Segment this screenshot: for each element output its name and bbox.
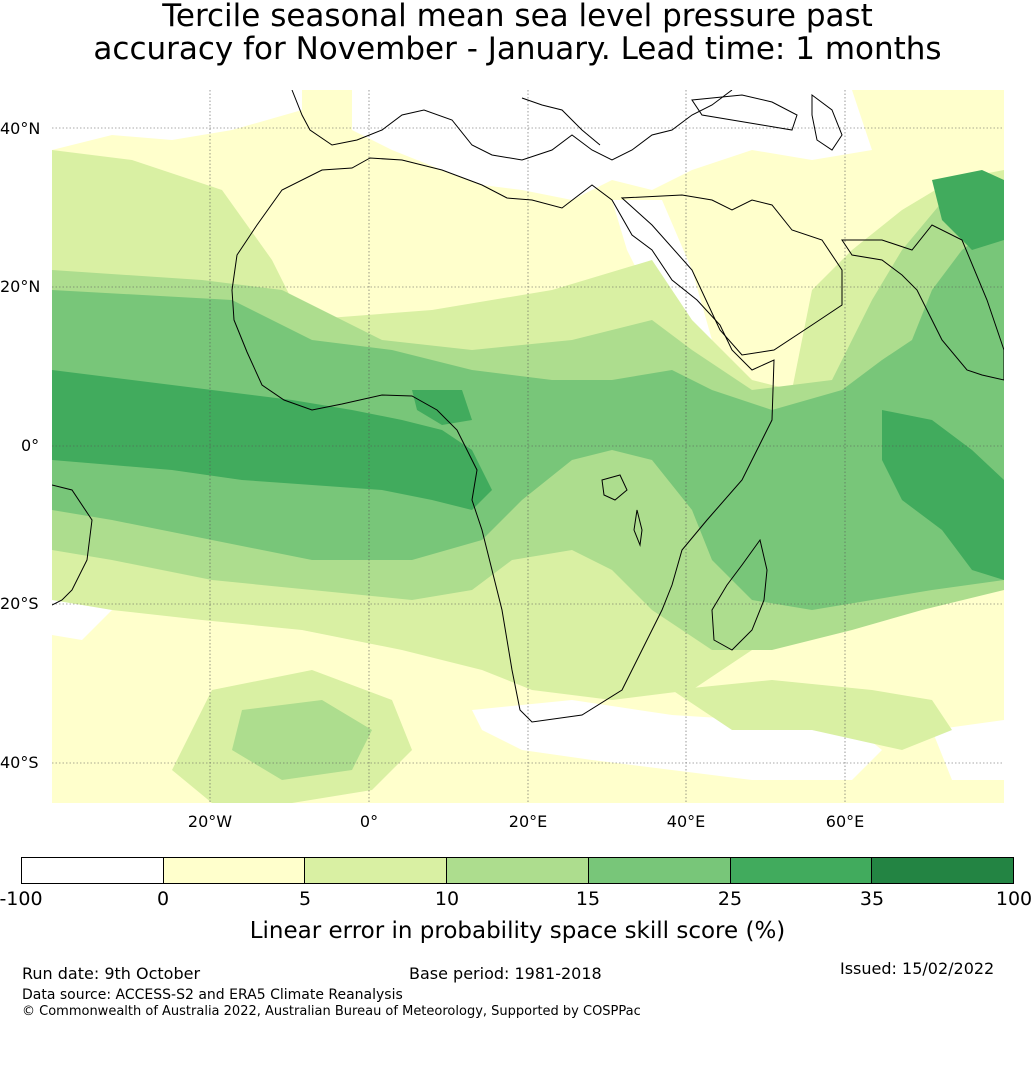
map-title: Tercile seasonal mean sea level pressure… [0,0,1035,66]
colorbar [21,857,1014,884]
colorbar-tick: 5 [298,888,312,910]
lat-label-40s: 40°S [0,753,39,772]
run-date: Run date: 9th October [22,964,201,983]
skill-score-map [52,90,1004,803]
copyright-notice: © Commonwealth of Australia 2022, Austra… [22,1004,641,1019]
colorbar-segment [305,858,448,883]
colorbar-segment [730,858,873,883]
lat-label-equator: 0° [21,436,40,455]
colorbar-segment [588,858,731,883]
colorbar-tick: 0 [156,888,170,910]
skill-15-25-areas [52,220,1004,610]
data-source: Data source: ACCESS-S2 and ERA5 Climate … [22,987,403,1003]
map-title-line-1: Tercile seasonal mean sea level pressure… [162,0,873,34]
colorbar-label: Linear error in probability space skill … [249,918,786,944]
lat-label-40n: 40°N [0,119,41,138]
coastlines [52,90,1004,723]
lon-label-40e: 40°E [666,812,706,831]
colorbar-tick: 100 [995,888,1033,910]
colorbar-segment [872,858,1014,883]
graticule [52,90,1004,803]
colorbar-segment [163,858,306,883]
lon-label-0: 0° [359,812,379,831]
lon-label-60e: 60°E [825,812,865,831]
colorbar-tick: 25 [717,888,743,910]
lon-label-20e: 20°E [508,812,548,831]
colorbar-segment [447,858,589,883]
colorbar-tick: 35 [859,888,885,910]
skill-25-35-areas [52,170,1004,580]
lat-label-20n: 20°N [0,277,41,296]
colorbar-tick: -100 [0,888,43,910]
lat-label-20s: 20°S [0,594,39,613]
colorbar-tick: 15 [575,888,601,910]
colorbar-segment [22,858,164,883]
lon-label-20w: 20°W [187,812,233,831]
map-title-line-2: accuracy for November - January. Lead ti… [93,31,942,67]
base-period: Base period: 1981-2018 [409,964,602,983]
issued-date: Issued: 15/02/2022 [840,959,995,978]
colorbar-tick: 10 [434,888,460,910]
